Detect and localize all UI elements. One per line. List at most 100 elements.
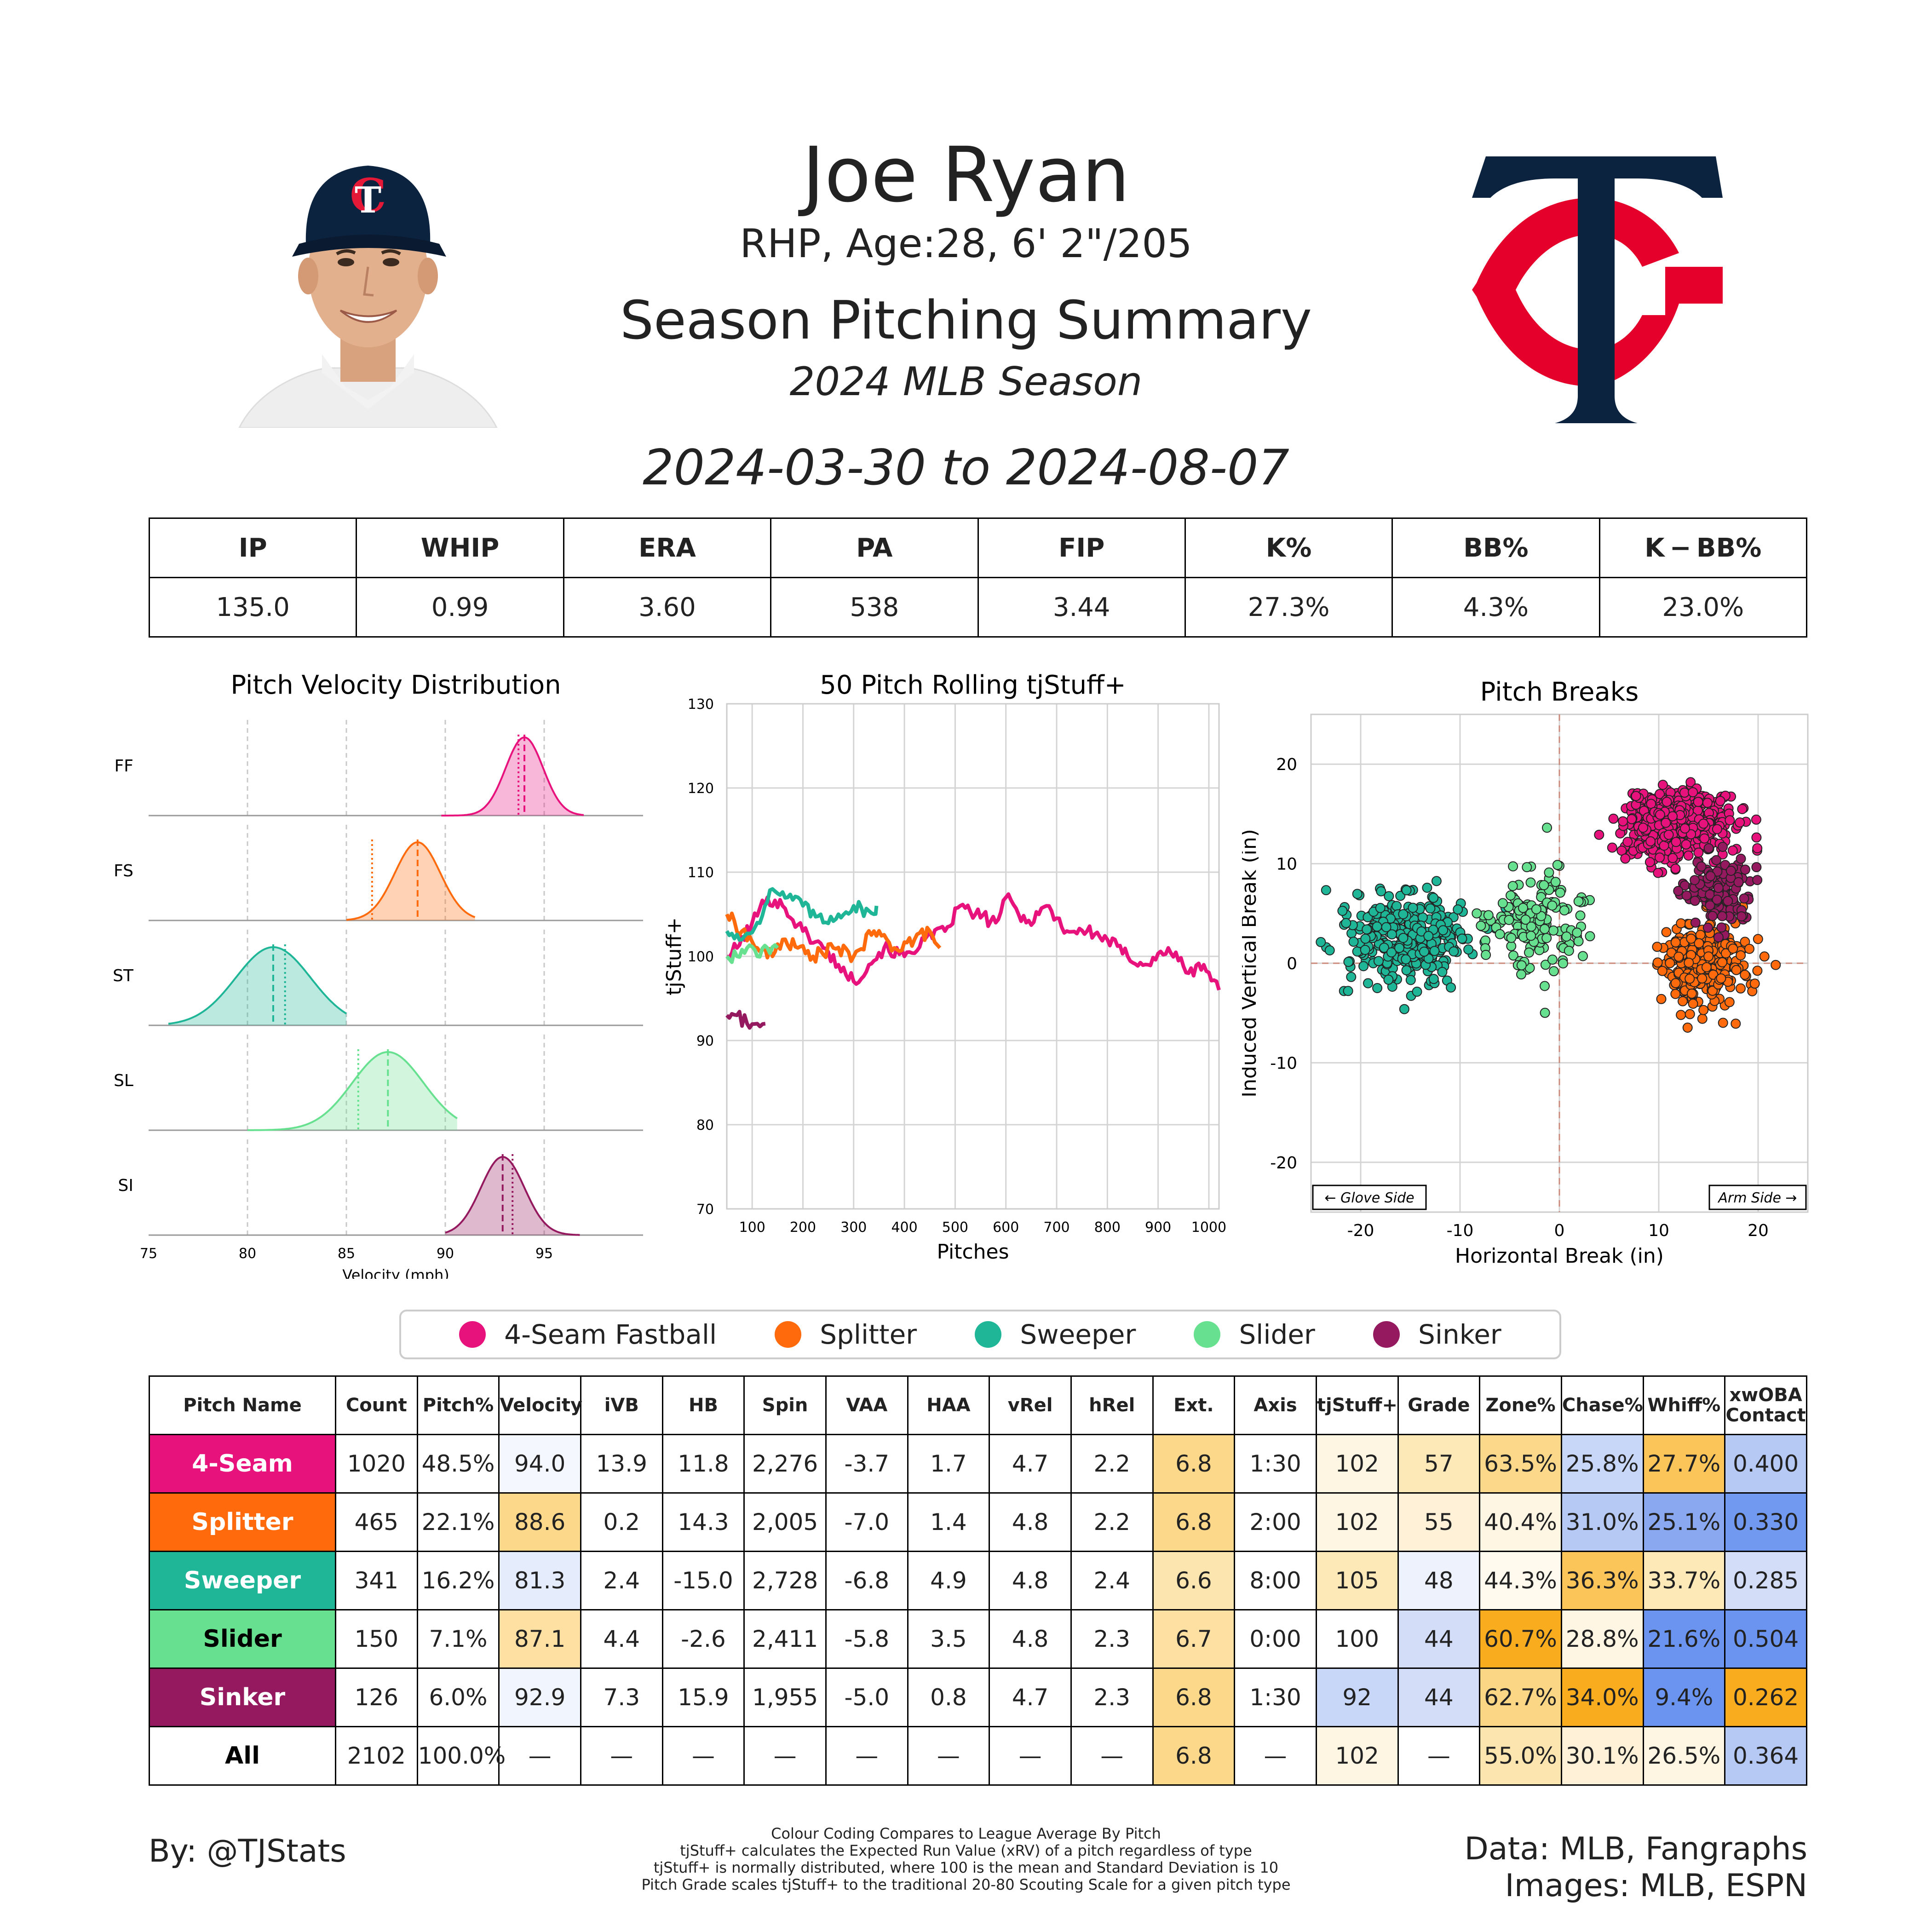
pitch-table-cell: 2.2	[1070, 1434, 1154, 1494]
stuff-x-tick: 1000	[1191, 1219, 1226, 1236]
breaks-point	[1352, 889, 1363, 899]
breaks-point	[1712, 894, 1722, 905]
pitch-table-header: Chase%	[1560, 1375, 1644, 1435]
pitch-table-cell: 94.0	[498, 1434, 581, 1494]
breaks-point	[1384, 891, 1394, 902]
pitch-table-cell: 92.9	[498, 1668, 581, 1727]
breaks-point	[1751, 814, 1761, 825]
stats-value: 135.0	[148, 577, 357, 638]
breaks-point	[1341, 918, 1351, 928]
breaks-point	[1472, 908, 1482, 919]
pitch-table-cell: 6.7	[1152, 1609, 1236, 1669]
breaks-point	[1736, 950, 1746, 960]
pitch-table-header: iVB	[580, 1375, 663, 1435]
breaks-point	[1618, 816, 1628, 827]
breaks-point	[1731, 1018, 1741, 1029]
breaks-point	[1752, 875, 1763, 886]
pitch-table-cell: 0.262	[1724, 1668, 1807, 1727]
breaks-point	[1752, 966, 1763, 976]
pitch-table-header: Count	[335, 1375, 418, 1435]
breaks-point	[1564, 946, 1574, 956]
pitch-table-cell: 44.3%	[1479, 1551, 1562, 1610]
breaks-point	[1408, 903, 1418, 913]
breaks-point	[1463, 944, 1474, 955]
velocity-density-area	[247, 1052, 457, 1130]
velocity-row-label: FS	[114, 862, 133, 880]
velocity-ridge-ST: ST	[113, 930, 643, 1026]
breaks-point	[1673, 951, 1684, 962]
breaks-point	[1578, 951, 1588, 961]
velocity-ridge-SI: SI	[118, 1139, 643, 1236]
breaks-y-tick: -10	[1270, 1054, 1297, 1073]
breaks-point	[1712, 824, 1722, 834]
breaks-point	[1679, 788, 1690, 798]
breaks-point	[1372, 983, 1383, 993]
breaks-point	[1363, 978, 1373, 989]
breaks-point	[1483, 910, 1494, 920]
pitch-table-cell: 81.3	[498, 1551, 581, 1610]
breaks-series-ST	[1316, 876, 1515, 1014]
breaks-point	[1381, 922, 1392, 932]
breaks-point	[1662, 797, 1672, 807]
pitch-table-cell: 2.2	[1070, 1492, 1154, 1552]
breaks-point	[1386, 947, 1397, 958]
breaks-x-tick: 10	[1648, 1221, 1669, 1240]
breaks-point	[1685, 973, 1695, 984]
pitch-table-cell: 2102	[335, 1726, 418, 1786]
pitch-table-cell: 0.2	[580, 1492, 663, 1552]
breaks-point	[1376, 886, 1386, 897]
breaks-point	[1657, 780, 1668, 790]
breaks-point	[1698, 818, 1709, 829]
pitch-name-cell: All	[149, 1726, 336, 1786]
pitch-table-header-row: Pitch Name Count Pitch% Velocity iVB HB Spin VA…	[149, 1375, 1807, 1435]
breaks-point	[1392, 901, 1402, 911]
pitch-table-cell: 7.1%	[416, 1609, 500, 1669]
pitch-table-cell: 100	[1315, 1609, 1399, 1669]
pitch-table-cell: 1:30	[1234, 1434, 1317, 1494]
breaks-point	[1707, 911, 1718, 921]
breaks-point	[1540, 981, 1550, 991]
breaks-point	[1771, 960, 1781, 970]
breaks-point	[1717, 911, 1727, 921]
velocity-density-line	[168, 946, 347, 1025]
legend-dot	[1373, 1321, 1400, 1348]
stats-header: K − BB%	[1598, 518, 1808, 578]
breaks-point	[1419, 946, 1429, 957]
pitch-table-cell: 2,728	[743, 1551, 827, 1610]
glove-side-label: ← Glove Side	[1324, 1190, 1414, 1206]
breaks-point	[1321, 885, 1331, 896]
pitch-table-row: Sinker 126 6.0% 92.9 7.3 15.9 1,955 -5.0 0.8 4.7 2…	[149, 1668, 1807, 1727]
breaks-point	[1690, 917, 1701, 928]
arm-side-box	[1708, 1184, 1807, 1210]
pitch-table-cell: —	[1070, 1726, 1154, 1786]
breaks-point	[1717, 957, 1727, 967]
pitch-table-cell: 2.3	[1070, 1668, 1154, 1727]
breaks-point	[1736, 983, 1746, 994]
breaks-point	[1655, 852, 1665, 863]
stuff-x-tick: 600	[993, 1219, 1019, 1236]
breaks-point	[1718, 842, 1728, 852]
stuff-y-tick: 120	[688, 781, 714, 797]
velocity-distribution-chart: Pitch Velocity Distribution FF FS ST SL SI 75 8…	[113, 670, 643, 1279]
breaks-point	[1678, 996, 1688, 1006]
pitch-table-cell: 102	[1315, 1492, 1399, 1552]
breaks-point	[1399, 1004, 1409, 1014]
pitch-table-header: HAA	[907, 1375, 990, 1435]
pitch-table-header: HB	[661, 1375, 745, 1435]
breaks-point	[1405, 975, 1416, 985]
breaks-point	[1383, 974, 1394, 985]
breaks-point	[1728, 943, 1738, 954]
pitch-table-header: tjStuff+	[1315, 1375, 1399, 1435]
breaks-point	[1526, 921, 1536, 932]
breaks-point	[1540, 1007, 1550, 1018]
breaks-point	[1552, 860, 1563, 870]
breaks-point	[1398, 909, 1409, 920]
breaks-point	[1702, 922, 1713, 933]
pitch-table-cell: 62.7%	[1479, 1668, 1562, 1727]
velocity-ridge-FF: FF	[115, 720, 643, 816]
pitch-table-cell: 2.4	[580, 1551, 663, 1610]
breaks-point	[1372, 921, 1382, 932]
pitch-table-header: xwOBA Contact	[1724, 1375, 1807, 1435]
breaks-point	[1695, 930, 1706, 940]
legend-dot	[975, 1321, 1002, 1348]
